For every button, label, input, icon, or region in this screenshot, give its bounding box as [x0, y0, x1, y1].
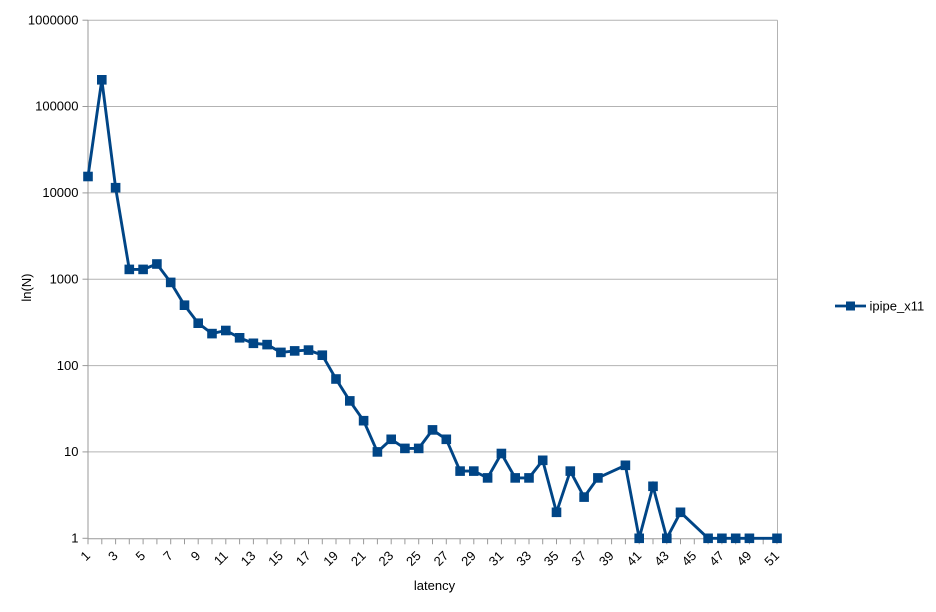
svg-text:latency: latency	[414, 578, 456, 593]
svg-text:1000000: 1000000	[28, 12, 79, 27]
svg-text:1: 1	[71, 531, 78, 546]
svg-text:100000: 100000	[35, 99, 78, 114]
svg-text:ln(N): ln(N)	[19, 274, 34, 302]
svg-text:1000: 1000	[50, 271, 79, 286]
svg-text:10000: 10000	[42, 185, 78, 200]
svg-text:ipipe_x11: ipipe_x11	[870, 299, 925, 314]
svg-text:100: 100	[57, 358, 79, 373]
svg-text:10: 10	[64, 444, 78, 459]
